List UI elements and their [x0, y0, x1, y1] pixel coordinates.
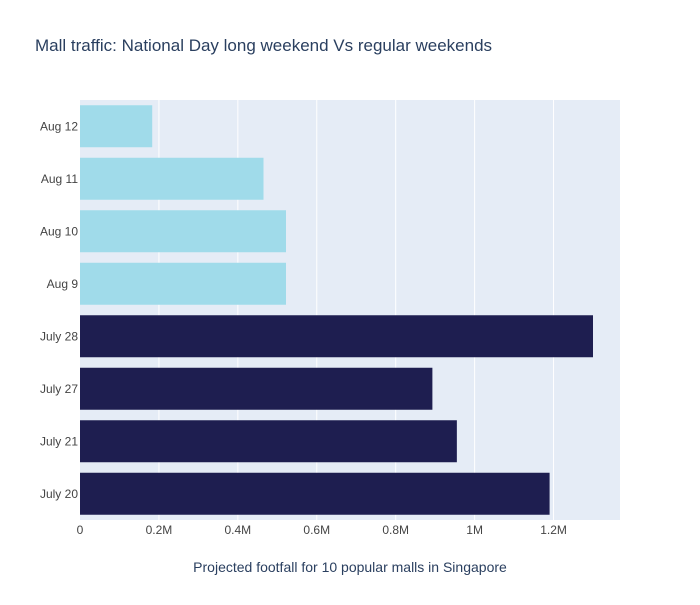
y-tick-label: July 27	[40, 382, 78, 396]
x-tick-labels: 0 0.2M 0.4M 0.6M 0.8M 1M 1.2M	[77, 523, 567, 537]
bar[interactable]	[80, 472, 550, 515]
chart-title: Mall traffic: National Day long weekend …	[35, 36, 492, 55]
y-tick-label: July 28	[40, 329, 78, 343]
x-tick-label: 0.4M	[225, 523, 252, 537]
bar[interactable]	[80, 105, 153, 148]
bar[interactable]	[80, 420, 457, 463]
bar[interactable]	[80, 157, 264, 200]
bars	[80, 105, 593, 515]
x-tick-label: 1M	[466, 523, 483, 537]
y-tick-label: Aug 9	[47, 277, 79, 291]
y-tick-label: Aug 11	[41, 172, 78, 186]
y-tick-label: Aug 12	[40, 119, 78, 133]
y-tick-label: July 21	[40, 434, 78, 448]
bar[interactable]	[80, 367, 433, 410]
x-tick-label: 0.6M	[303, 523, 330, 537]
y-tick-label: Aug 10	[40, 224, 78, 238]
x-tick-label: 0.2M	[146, 523, 173, 537]
bar[interactable]	[80, 210, 286, 253]
bar[interactable]	[80, 262, 286, 305]
x-tick-label: 1.2M	[540, 523, 567, 537]
x-axis-title: Projected footfall for 10 popular malls …	[193, 559, 507, 575]
x-tick-label: 0.8M	[382, 523, 409, 537]
y-tick-label: July 20	[40, 487, 78, 501]
x-tick-label: 0	[77, 523, 84, 537]
bar[interactable]	[80, 315, 593, 358]
y-tick-labels: July 20 July 21 July 27 July 28 Aug 9 Aug 10 A…	[40, 119, 78, 501]
